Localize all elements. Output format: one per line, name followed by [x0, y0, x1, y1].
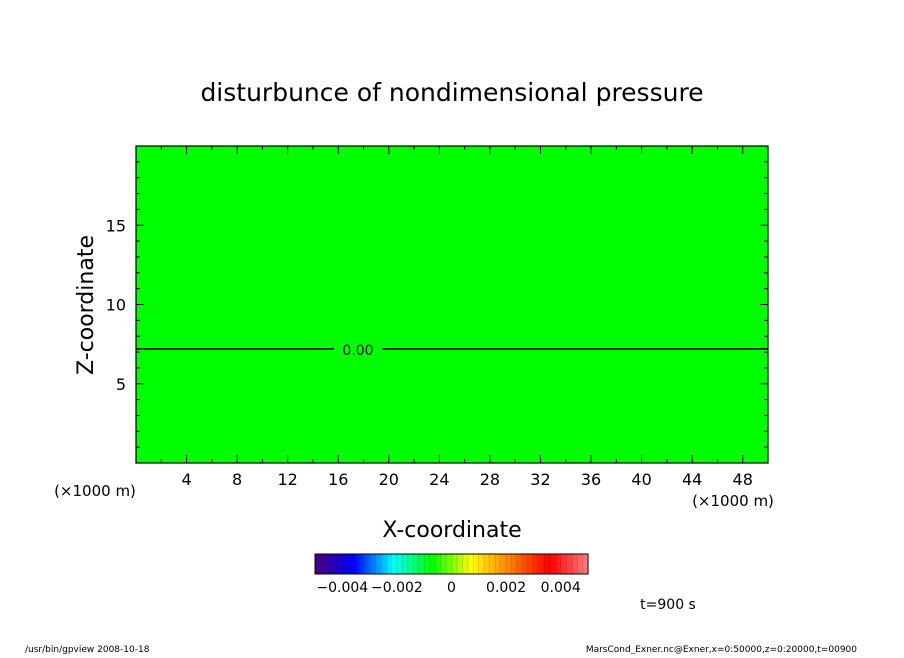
footer-right: MarsCond_Exner.nc@Exner,x=0:50000,z=0:20… — [586, 645, 857, 654]
x-axis-label: X-coordinate — [382, 518, 521, 543]
chart-title: disturbunce of nondimensional pressure — [200, 78, 703, 107]
colorbar-tick-label: −0.002 — [371, 580, 423, 596]
x-tick-label: 44 — [682, 470, 702, 489]
y-tick-labels: 5 10 15 — [106, 216, 126, 394]
x-tick-label: 8 — [232, 470, 242, 489]
contours: 0.00 — [136, 343, 768, 359]
colorbar-labels: −0.004 −0.002 0 0.002 0.004 — [316, 580, 580, 596]
colorbar-tick-label: −0.004 — [316, 580, 368, 596]
x-tick-label: 48 — [733, 470, 753, 489]
colorbar-tick-label: 0.004 — [541, 580, 581, 596]
x-tick-label: 36 — [581, 470, 601, 489]
footer-left: /usr/bin/gpview 2008-10-18 — [25, 645, 150, 654]
x-unit-label: (×1000 m) — [692, 492, 774, 510]
colorbar-bar — [314, 553, 589, 575]
x-tick-label: 24 — [429, 470, 449, 489]
x-tick-label: 16 — [328, 470, 348, 489]
colorbar: −0.004 −0.002 0 0.002 0.004 — [314, 553, 589, 596]
plot-area: 0.00 — [135, 145, 769, 464]
x-tick-label: 12 — [278, 470, 298, 489]
y-tick-label: 15 — [106, 216, 126, 235]
x-tick-label: 32 — [530, 470, 550, 489]
contour-label: 0.00 — [342, 343, 373, 359]
x-tick-label: 20 — [379, 470, 399, 489]
y-unit-label: (×1000 m) — [54, 482, 136, 500]
y-axis-label: Z-coordinate — [74, 235, 99, 375]
field-fill — [136, 146, 768, 463]
time-label: t=900 s — [640, 597, 696, 613]
x-tick-label: 28 — [480, 470, 500, 489]
colorbar-stripes — [320, 554, 583, 574]
colorbar-tick-label: 0 — [447, 580, 456, 596]
y-tick-label: 5 — [116, 375, 126, 394]
y-tick-label: 10 — [106, 296, 126, 315]
x-tick-label: 40 — [631, 470, 651, 489]
axis-ticks — [136, 146, 768, 463]
x-tick-label: 4 — [181, 470, 191, 489]
x-tick-labels: 4 8 12 16 20 24 28 32 36 40 44 48 — [181, 470, 752, 489]
colorbar-tick-label: 0.002 — [486, 580, 526, 596]
